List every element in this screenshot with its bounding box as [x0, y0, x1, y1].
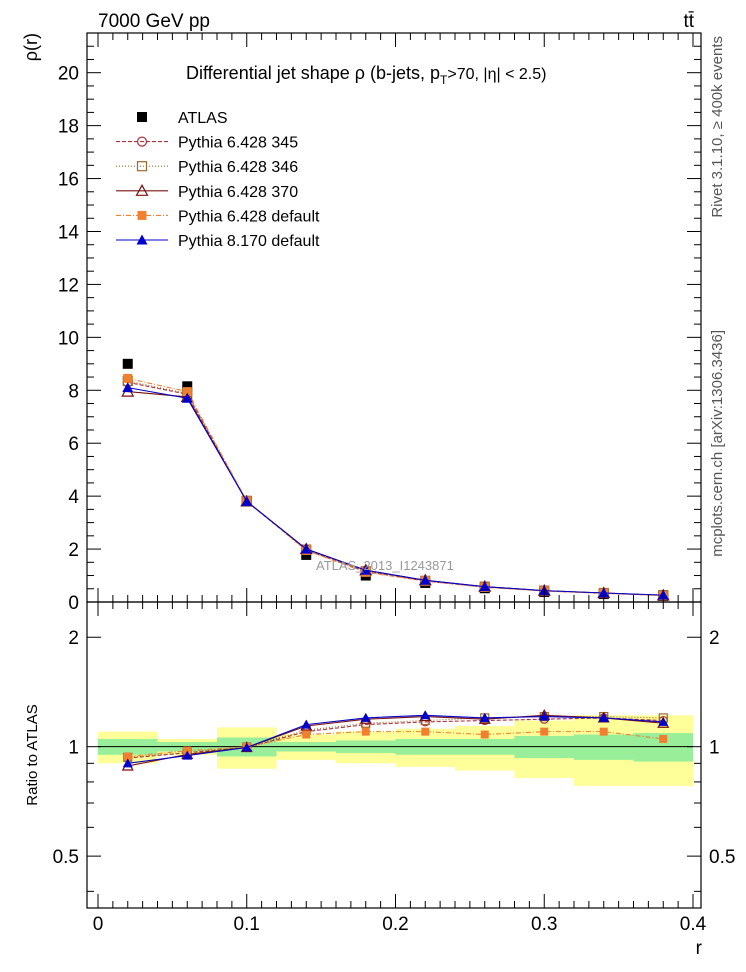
- y-tick-label: 18: [58, 117, 79, 138]
- x-tick-label: 0: [93, 914, 104, 935]
- legend-item: Pythia 6.428 default: [116, 208, 320, 225]
- ratio-y-tick-label-right: 2: [709, 628, 720, 649]
- y-tick-label: 0: [68, 593, 79, 614]
- marker-filled-triangle: [122, 382, 134, 393]
- ratio-y-tick-label: 2: [68, 628, 79, 649]
- legend-label: Pythia 6.428 346: [178, 159, 298, 176]
- title-main: Differential jet shape ρ (b-jets, p: [186, 63, 440, 83]
- watermark: ATLAS_2013_I1243871: [316, 558, 454, 573]
- y-tick-label: 4: [68, 487, 79, 508]
- series-line: [127, 387, 664, 596]
- legend-item: ATLAS: [137, 110, 228, 127]
- marker-open-circle: [136, 136, 148, 147]
- marker-square: [302, 730, 311, 739]
- x-tick-label: 0.1: [234, 914, 260, 935]
- marker-square: [123, 752, 132, 761]
- marker-square: [540, 727, 549, 736]
- series-pythia-8-170-default: [122, 382, 669, 600]
- marker-square: [599, 727, 608, 736]
- legend: ATLAS Pythia 6.428 345 Pythia 6.428 346 Pyt…: [116, 110, 320, 250]
- x-tick-label: 0.4: [680, 914, 707, 935]
- marker-square: [182, 381, 193, 392]
- marker-filled-triangle: [182, 750, 193, 760]
- ratio-line: [127, 716, 664, 758]
- marker-filled-triangle: [360, 712, 371, 722]
- ratio-axes: 0.5 0.5 1 1 2 2 0 0.1 0.2 0.3 0.4: [53, 602, 735, 935]
- main-axes: 0 2 4 6 8 10 12 14 16 18 20: [58, 32, 701, 614]
- marker-square: [122, 358, 133, 369]
- legend-label: ATLAS: [178, 110, 228, 127]
- rivet-info: Rivet 3.1.10, ≥ 400k events: [709, 36, 726, 218]
- title-sub: T: [440, 73, 448, 87]
- marker-filled-triangle: [241, 742, 252, 752]
- y-tick-label: 16: [58, 170, 79, 191]
- marker-filled-triangle: [122, 758, 133, 768]
- marker-filled-triangle: [136, 234, 148, 245]
- legend-label: Pythia 6.428 345: [178, 135, 298, 152]
- mcplots-info: mcplots.cern.ch [arXiv:1306.3436]: [709, 330, 726, 557]
- y-tick-label: 6: [68, 434, 79, 455]
- stat-uncertainty-band: [574, 734, 634, 760]
- ratio-series-pythia-8-170-default: [122, 710, 669, 768]
- ratio-y-tick-label: 0.5: [53, 847, 79, 868]
- marker-filled-triangle: [598, 587, 610, 598]
- ratio-panel-frame: [86, 601, 702, 909]
- legend-item: Pythia 6.428 345: [116, 135, 298, 152]
- main-ylabel: ρ(r): [21, 33, 41, 61]
- marker-square: [421, 727, 430, 736]
- marker-filled-triangle: [181, 392, 193, 403]
- main-title: Differential jet shape ρ (b-jets, pT>70,…: [186, 63, 546, 87]
- legend-label: Pythia 6.428 370: [178, 184, 298, 201]
- marker-filled-triangle: [420, 710, 431, 720]
- ratio-line: [127, 717, 664, 759]
- ratio-y-tick-label: 1: [68, 738, 79, 759]
- y-tick-label: 14: [58, 222, 80, 243]
- title-tail: >70, |η| < 2.5): [447, 66, 546, 83]
- legend-item: Pythia 6.428 370: [116, 184, 298, 201]
- series-line: [127, 381, 664, 596]
- legend-label: Pythia 6.428 default: [178, 208, 320, 225]
- marker-square: [137, 112, 147, 122]
- ratio-line: [127, 714, 664, 767]
- legend-item: Pythia 6.428 346: [116, 159, 298, 176]
- marker-filled-triangle: [241, 495, 253, 506]
- legend-item: Pythia 8.170 default: [116, 233, 320, 250]
- marker-square: [137, 210, 147, 220]
- marker-filled-triangle: [479, 712, 490, 722]
- ratio-ylabel: Ratio to ATLAS: [24, 704, 41, 805]
- y-tick-label: 8: [68, 381, 79, 402]
- marker-filled-triangle: [419, 574, 431, 585]
- energy-label: 7000 GeV pp: [98, 11, 210, 32]
- x-tick-label: 0.3: [531, 914, 557, 935]
- ratio-y-tick-label-right: 1: [709, 738, 720, 759]
- ratio-line: [127, 714, 664, 764]
- legend-label: Pythia 8.170 default: [178, 233, 320, 250]
- y-tick-label: 20: [58, 64, 79, 85]
- y-tick-label: 12: [58, 275, 79, 296]
- marker-filled-triangle: [301, 719, 312, 729]
- marker-open-square: [136, 161, 148, 172]
- x-axis-label: r: [696, 938, 703, 959]
- marker-filled-triangle: [657, 589, 669, 600]
- marker-filled-triangle: [360, 564, 372, 575]
- marker-square: [480, 730, 489, 739]
- ratio-y-tick-label-right: 0.5: [709, 847, 735, 868]
- marker-open-triangle: [135, 184, 149, 196]
- series-line: [127, 377, 664, 597]
- marker-square: [361, 727, 370, 736]
- process-label: tt̄: [683, 11, 694, 32]
- y-tick-label: 2: [68, 540, 79, 561]
- marker-filled-triangle: [598, 712, 609, 722]
- x-tick-label: 0.2: [382, 914, 408, 935]
- marker-filled-triangle: [658, 716, 669, 726]
- marker-square: [182, 387, 192, 397]
- ratio-bands: [98, 709, 693, 786]
- marker-filled-triangle: [539, 711, 550, 721]
- marker-filled-triangle: [479, 581, 491, 592]
- marker-square: [659, 734, 668, 743]
- marker-square: [123, 373, 133, 383]
- marker-filled-triangle: [300, 543, 312, 554]
- y-tick-label: 10: [58, 328, 79, 349]
